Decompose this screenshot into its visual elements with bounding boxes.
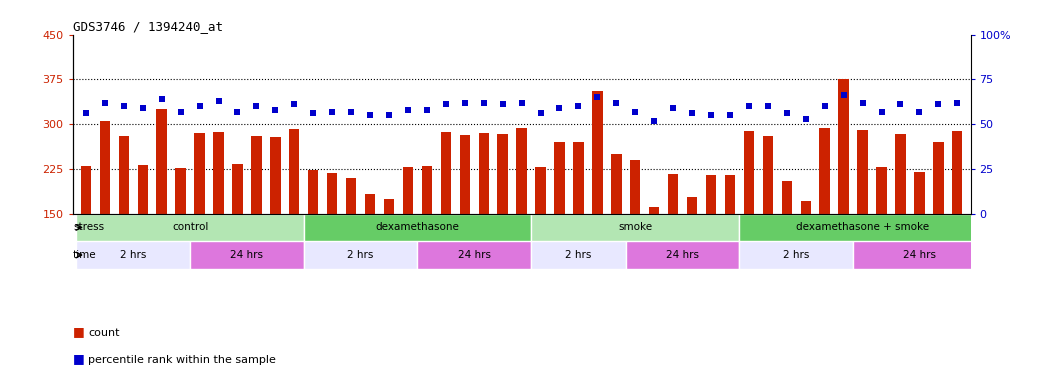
Bar xyxy=(839,79,849,214)
Bar xyxy=(782,181,792,214)
Text: stress: stress xyxy=(73,222,104,232)
Text: 2 hrs: 2 hrs xyxy=(783,250,810,260)
Bar xyxy=(421,166,432,214)
Bar xyxy=(175,168,186,214)
Text: 24 hrs: 24 hrs xyxy=(666,250,700,260)
Bar xyxy=(417,241,531,269)
Bar xyxy=(739,241,853,269)
Bar xyxy=(251,136,262,214)
Bar xyxy=(308,169,319,214)
Bar xyxy=(190,241,304,269)
Bar xyxy=(213,132,224,214)
Text: 2 hrs: 2 hrs xyxy=(120,250,146,260)
Bar xyxy=(118,136,129,214)
Text: GDS3746 / 1394240_at: GDS3746 / 1394240_at xyxy=(73,20,223,33)
Bar xyxy=(100,121,110,214)
Bar xyxy=(725,175,735,214)
Bar xyxy=(914,172,925,214)
Bar xyxy=(531,241,626,269)
Bar xyxy=(933,142,944,214)
Bar xyxy=(739,214,986,241)
Bar xyxy=(304,241,417,269)
Text: ■: ■ xyxy=(73,352,84,365)
Bar xyxy=(876,167,886,214)
Bar xyxy=(573,142,583,214)
Text: 24 hrs: 24 hrs xyxy=(903,250,936,260)
Text: 2 hrs: 2 hrs xyxy=(566,250,592,260)
Bar xyxy=(611,154,622,214)
Bar xyxy=(77,241,190,269)
Bar xyxy=(516,128,527,214)
Bar xyxy=(706,175,716,214)
Bar xyxy=(626,241,739,269)
Bar xyxy=(233,164,243,214)
Text: count: count xyxy=(88,328,119,338)
Bar xyxy=(194,133,204,214)
Bar xyxy=(384,199,394,214)
Bar xyxy=(853,241,986,269)
Bar xyxy=(479,133,489,214)
Bar xyxy=(304,214,531,241)
Bar xyxy=(327,173,337,214)
Bar xyxy=(895,134,905,214)
Bar xyxy=(592,91,603,214)
Bar xyxy=(667,174,679,214)
Bar xyxy=(819,128,830,214)
Bar xyxy=(270,137,280,214)
Text: dexamethasone: dexamethasone xyxy=(376,222,460,232)
Bar xyxy=(497,134,508,214)
Bar xyxy=(403,167,413,214)
Bar xyxy=(763,136,773,214)
Bar xyxy=(536,167,546,214)
Text: 2 hrs: 2 hrs xyxy=(348,250,374,260)
Text: percentile rank within the sample: percentile rank within the sample xyxy=(88,355,276,365)
Bar xyxy=(81,166,91,214)
Bar xyxy=(743,131,755,214)
Bar xyxy=(364,194,376,214)
Bar xyxy=(800,200,811,214)
Bar xyxy=(554,142,565,214)
Text: 24 hrs: 24 hrs xyxy=(458,250,491,260)
Bar xyxy=(138,165,148,214)
Bar xyxy=(857,130,868,214)
Text: smoke: smoke xyxy=(619,222,652,232)
Text: ■: ■ xyxy=(73,325,84,338)
Text: time: time xyxy=(73,250,97,260)
Bar xyxy=(687,197,698,214)
Bar xyxy=(649,207,659,214)
Bar xyxy=(460,135,470,214)
Bar xyxy=(531,214,739,241)
Bar xyxy=(346,178,356,214)
Bar xyxy=(630,160,640,214)
Bar xyxy=(157,109,167,214)
Bar xyxy=(77,214,304,241)
Bar xyxy=(440,132,452,214)
Text: 24 hrs: 24 hrs xyxy=(230,250,264,260)
Bar xyxy=(952,131,962,214)
Text: dexamethasone + smoke: dexamethasone + smoke xyxy=(796,222,929,232)
Bar xyxy=(289,129,300,214)
Text: control: control xyxy=(172,222,209,232)
